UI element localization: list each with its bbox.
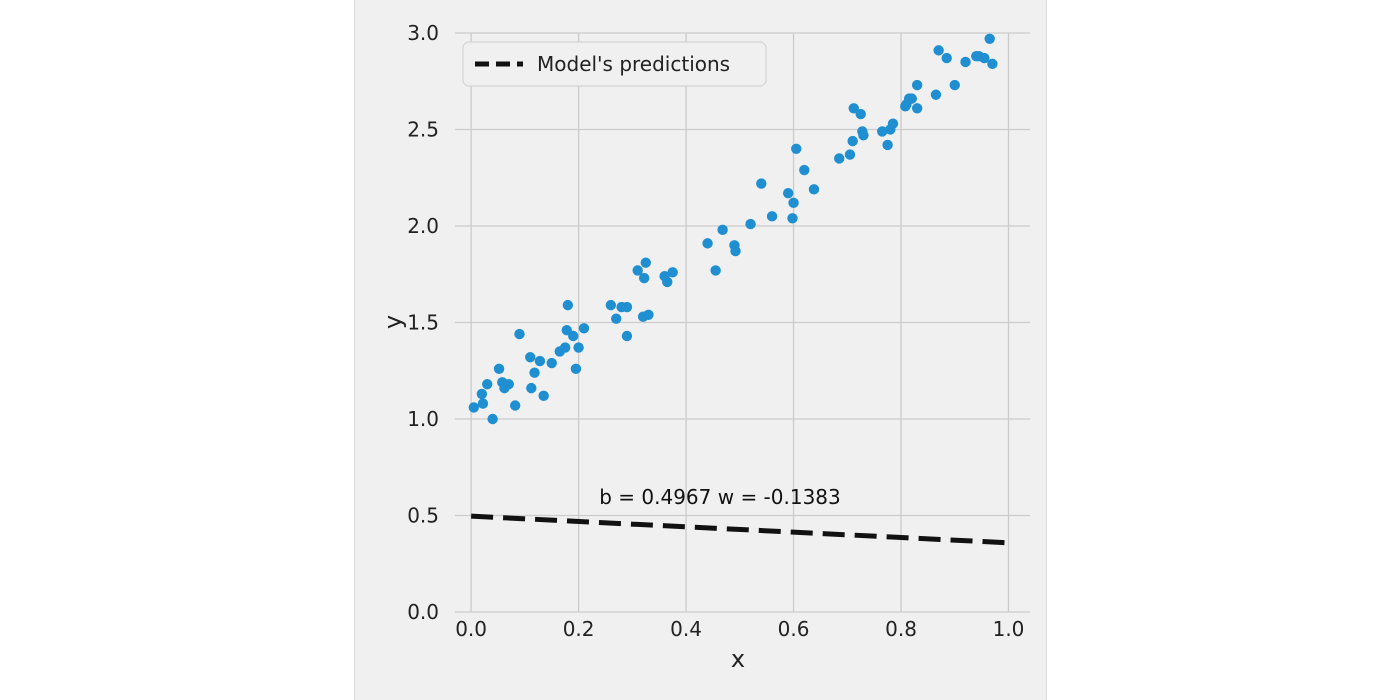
data-point	[809, 184, 819, 194]
data-point	[529, 367, 539, 377]
data-point	[622, 331, 632, 341]
data-point	[710, 265, 720, 275]
data-point	[882, 140, 892, 150]
y-tick-label: 0.5	[407, 504, 439, 528]
y-tick-label: 2.5	[407, 118, 439, 142]
data-point	[933, 45, 943, 55]
data-point	[573, 342, 583, 352]
y-tick-label: 2.0	[407, 214, 439, 238]
data-point	[514, 329, 524, 339]
data-point	[538, 391, 548, 401]
data-point	[730, 246, 740, 256]
data-point	[469, 402, 479, 412]
legend-label-model-predictions: Model's predictions	[537, 52, 730, 76]
data-point	[783, 188, 793, 198]
data-point	[845, 149, 855, 159]
data-point	[799, 165, 809, 175]
data-point	[912, 80, 922, 90]
model-prediction-line	[471, 516, 1008, 543]
data-point	[639, 273, 649, 283]
data-point	[912, 103, 922, 113]
data-point	[478, 398, 488, 408]
data-point	[745, 219, 755, 229]
data-point	[611, 313, 621, 323]
data-point	[494, 364, 504, 374]
chart-figure: 0.0 0.2 0.4 0.6 0.8 1.0 0.0 0.5 1.0 1.5 2.0 2.5 3.0 …	[354, 0, 1047, 700]
data-point	[767, 211, 777, 221]
data-point	[563, 300, 573, 310]
scatter-points	[469, 34, 998, 425]
data-point	[931, 90, 941, 100]
data-point	[662, 277, 672, 287]
data-point	[888, 119, 898, 129]
data-point	[942, 53, 952, 63]
data-point	[856, 109, 866, 119]
data-point	[907, 93, 917, 103]
data-point	[641, 257, 651, 267]
data-point	[987, 59, 997, 69]
data-point	[482, 379, 492, 389]
data-point	[984, 34, 994, 44]
data-point	[579, 323, 589, 333]
data-point	[756, 178, 766, 188]
x-axis-label: x	[731, 645, 745, 673]
y-tick-label: 1.5	[407, 311, 439, 335]
x-tick-label: 0.6	[778, 617, 810, 641]
data-point	[858, 130, 868, 140]
data-point	[847, 136, 857, 146]
data-point	[487, 414, 497, 424]
data-point	[702, 238, 712, 248]
data-point	[571, 364, 581, 374]
x-tick-label: 0.2	[563, 617, 595, 641]
data-point	[834, 153, 844, 163]
data-point	[960, 57, 970, 67]
data-point	[477, 389, 487, 399]
data-point	[510, 400, 520, 410]
data-point	[606, 300, 616, 310]
x-tick-label: 1.0	[993, 617, 1025, 641]
tick-labels: 0.0 0.2 0.4 0.6 0.8 1.0 0.0 0.5 1.0 1.5 2.0 2.5 3.0	[407, 21, 1024, 641]
data-point	[643, 310, 653, 320]
data-point	[525, 352, 535, 362]
x-tick-label: 0.0	[455, 617, 487, 641]
parameter-annotation: b = 0.4967 w = -0.1383	[599, 485, 841, 509]
data-point	[667, 267, 677, 277]
data-point	[535, 356, 545, 366]
data-point	[560, 342, 570, 352]
data-point	[791, 144, 801, 154]
data-point	[788, 198, 798, 208]
data-point	[504, 379, 514, 389]
data-point	[568, 331, 578, 341]
y-axis-label: y	[379, 315, 407, 329]
y-tick-label: 0.0	[407, 600, 439, 624]
data-point	[547, 358, 557, 368]
data-point	[787, 213, 797, 223]
y-tick-label: 1.0	[407, 407, 439, 431]
scatter-chart: 0.0 0.2 0.4 0.6 0.8 1.00.00.51.01.52.02.53.0 …	[355, 0, 1048, 700]
data-point	[717, 225, 727, 235]
data-point	[526, 383, 536, 393]
x-tick-label: 0.8	[885, 617, 917, 641]
y-tick-label: 3.0	[407, 21, 439, 45]
data-point	[950, 80, 960, 90]
grid-layer	[455, 33, 1030, 612]
legend: Model's predictions	[463, 42, 766, 86]
prediction-line-layer	[471, 516, 1008, 543]
x-tick-label: 0.4	[670, 617, 702, 641]
data-point	[622, 302, 632, 312]
